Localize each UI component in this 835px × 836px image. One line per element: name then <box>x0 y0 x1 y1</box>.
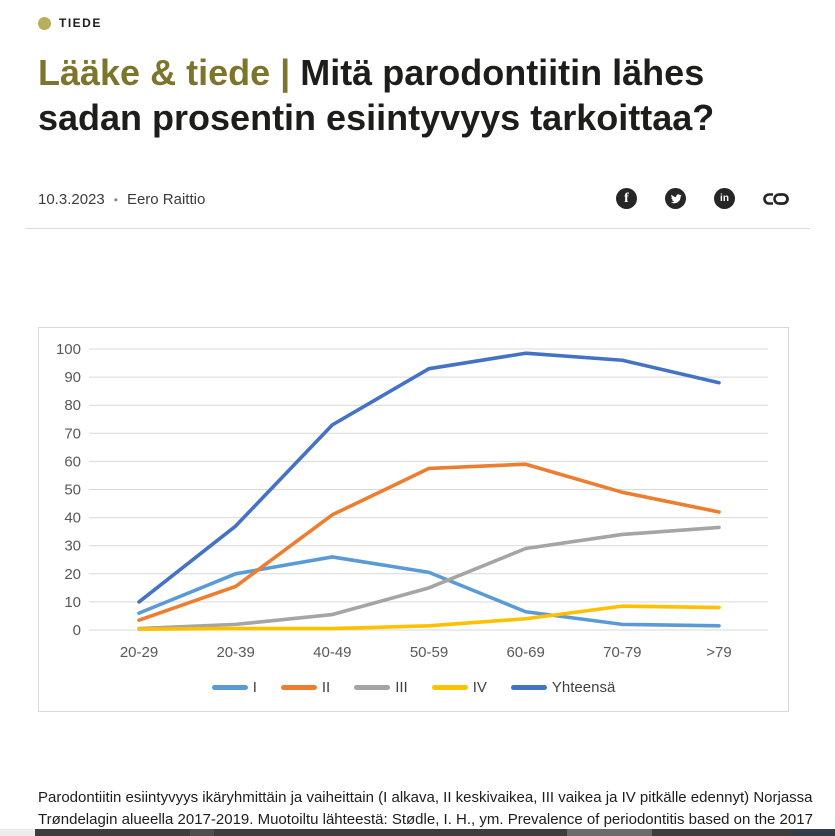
title-line2: sadan prosentin esiintyvyys tarkoittaa? <box>38 97 715 138</box>
title-section-prefix: Lääke & tiede | <box>38 52 291 93</box>
series-line-IV <box>137 604 721 631</box>
y-tick-label: 70 <box>64 425 81 442</box>
y-tick-label: 90 <box>64 369 81 386</box>
y-tick-label: 80 <box>64 397 81 414</box>
bottom-bar-segment <box>0 829 35 836</box>
x-tick-label: 60-69 <box>506 644 544 661</box>
legend-label: Yhteensä <box>551 679 616 696</box>
legend-swatch-icon <box>510 685 547 690</box>
legend-swatch-icon <box>354 685 391 690</box>
y-tick-label: 30 <box>64 538 81 555</box>
facebook-icon[interactable]: f <box>616 188 637 209</box>
twitter-icon[interactable] <box>665 188 686 209</box>
article-meta: 10.3.2023 • Eero Raittio <box>38 191 205 208</box>
bottom-bar-segment <box>190 829 214 836</box>
y-tick-label: 40 <box>64 510 81 527</box>
legend-swatch-icon <box>431 685 468 690</box>
author-name: Eero Raittio <box>126 191 206 208</box>
linkedin-icon[interactable]: in <box>714 188 735 209</box>
y-tick-label: 10 <box>64 594 81 611</box>
series-line-III <box>137 525 721 631</box>
meta-separator: • <box>113 192 118 207</box>
chart-legend: I II III IV Yhteensä <box>39 679 788 696</box>
series-line-II <box>137 462 721 622</box>
publish-date: 10.3.2023 <box>38 191 105 208</box>
x-tick-label: 20-29 <box>120 644 158 661</box>
legend-label: I <box>252 679 257 696</box>
x-tick-label: 20-39 <box>216 644 254 661</box>
y-tick-label: 100 <box>56 341 81 358</box>
legend-label: IV <box>472 679 487 696</box>
caption-line-2: Trøndelagin alueella 2017-2019. Muotoilt… <box>38 811 813 828</box>
figure-caption: Parodontiitin esiintyvyys ikäryhmittäin … <box>38 787 813 831</box>
y-tick-label: 50 <box>64 482 81 499</box>
x-tick-label: 50-59 <box>410 644 448 661</box>
title-line1: Mitä parodontiitin lähes <box>300 52 705 93</box>
legend-swatch-icon <box>211 685 248 690</box>
social-share-bar: f in <box>616 188 789 209</box>
x-tick-label: 70-79 <box>603 644 641 661</box>
legend-item-II: II <box>280 679 331 696</box>
copy-link-icon[interactable] <box>763 191 789 207</box>
legend-item-Yhteensä: Yhteensä <box>510 679 616 696</box>
x-tick-label: 40-49 <box>313 644 351 661</box>
series-line-Yhteensä <box>137 351 721 604</box>
legend-item-I: I <box>211 679 257 696</box>
legend-swatch-icon <box>280 685 317 690</box>
legend-label: III <box>395 679 408 696</box>
y-tick-label: 60 <box>64 453 81 470</box>
category-label: TIEDE <box>59 16 102 30</box>
legend-item-III: III <box>354 679 408 696</box>
page-title: Lääke & tiede | Mitä parodontiitin lähes… <box>38 50 813 140</box>
x-tick-label: >79 <box>706 644 731 661</box>
section-divider <box>25 228 810 229</box>
category-tag[interactable]: TIEDE <box>38 16 102 30</box>
bottom-bar-segment <box>567 829 652 836</box>
series-line-I <box>137 555 721 628</box>
bottom-bar-segment <box>792 829 835 836</box>
bottom-bar[interactable] <box>0 829 835 836</box>
y-tick-label: 20 <box>64 566 81 583</box>
legend-label: II <box>321 679 331 696</box>
legend-item-IV: IV <box>431 679 487 696</box>
caption-line-1: Parodontiitin esiintyvyys ikäryhmittäin … <box>38 789 813 806</box>
category-dot-icon <box>38 16 51 30</box>
y-tick-label: 0 <box>73 622 81 639</box>
prevalence-line-chart: 0 10 20 30 40 50 60 70 80 90 100 20-29 20-39 40-49 50-… <box>38 327 789 712</box>
chart-canvas: 0 10 20 30 40 50 60 70 80 90 100 20-29 20-39 40-49 50-… <box>56 341 768 661</box>
